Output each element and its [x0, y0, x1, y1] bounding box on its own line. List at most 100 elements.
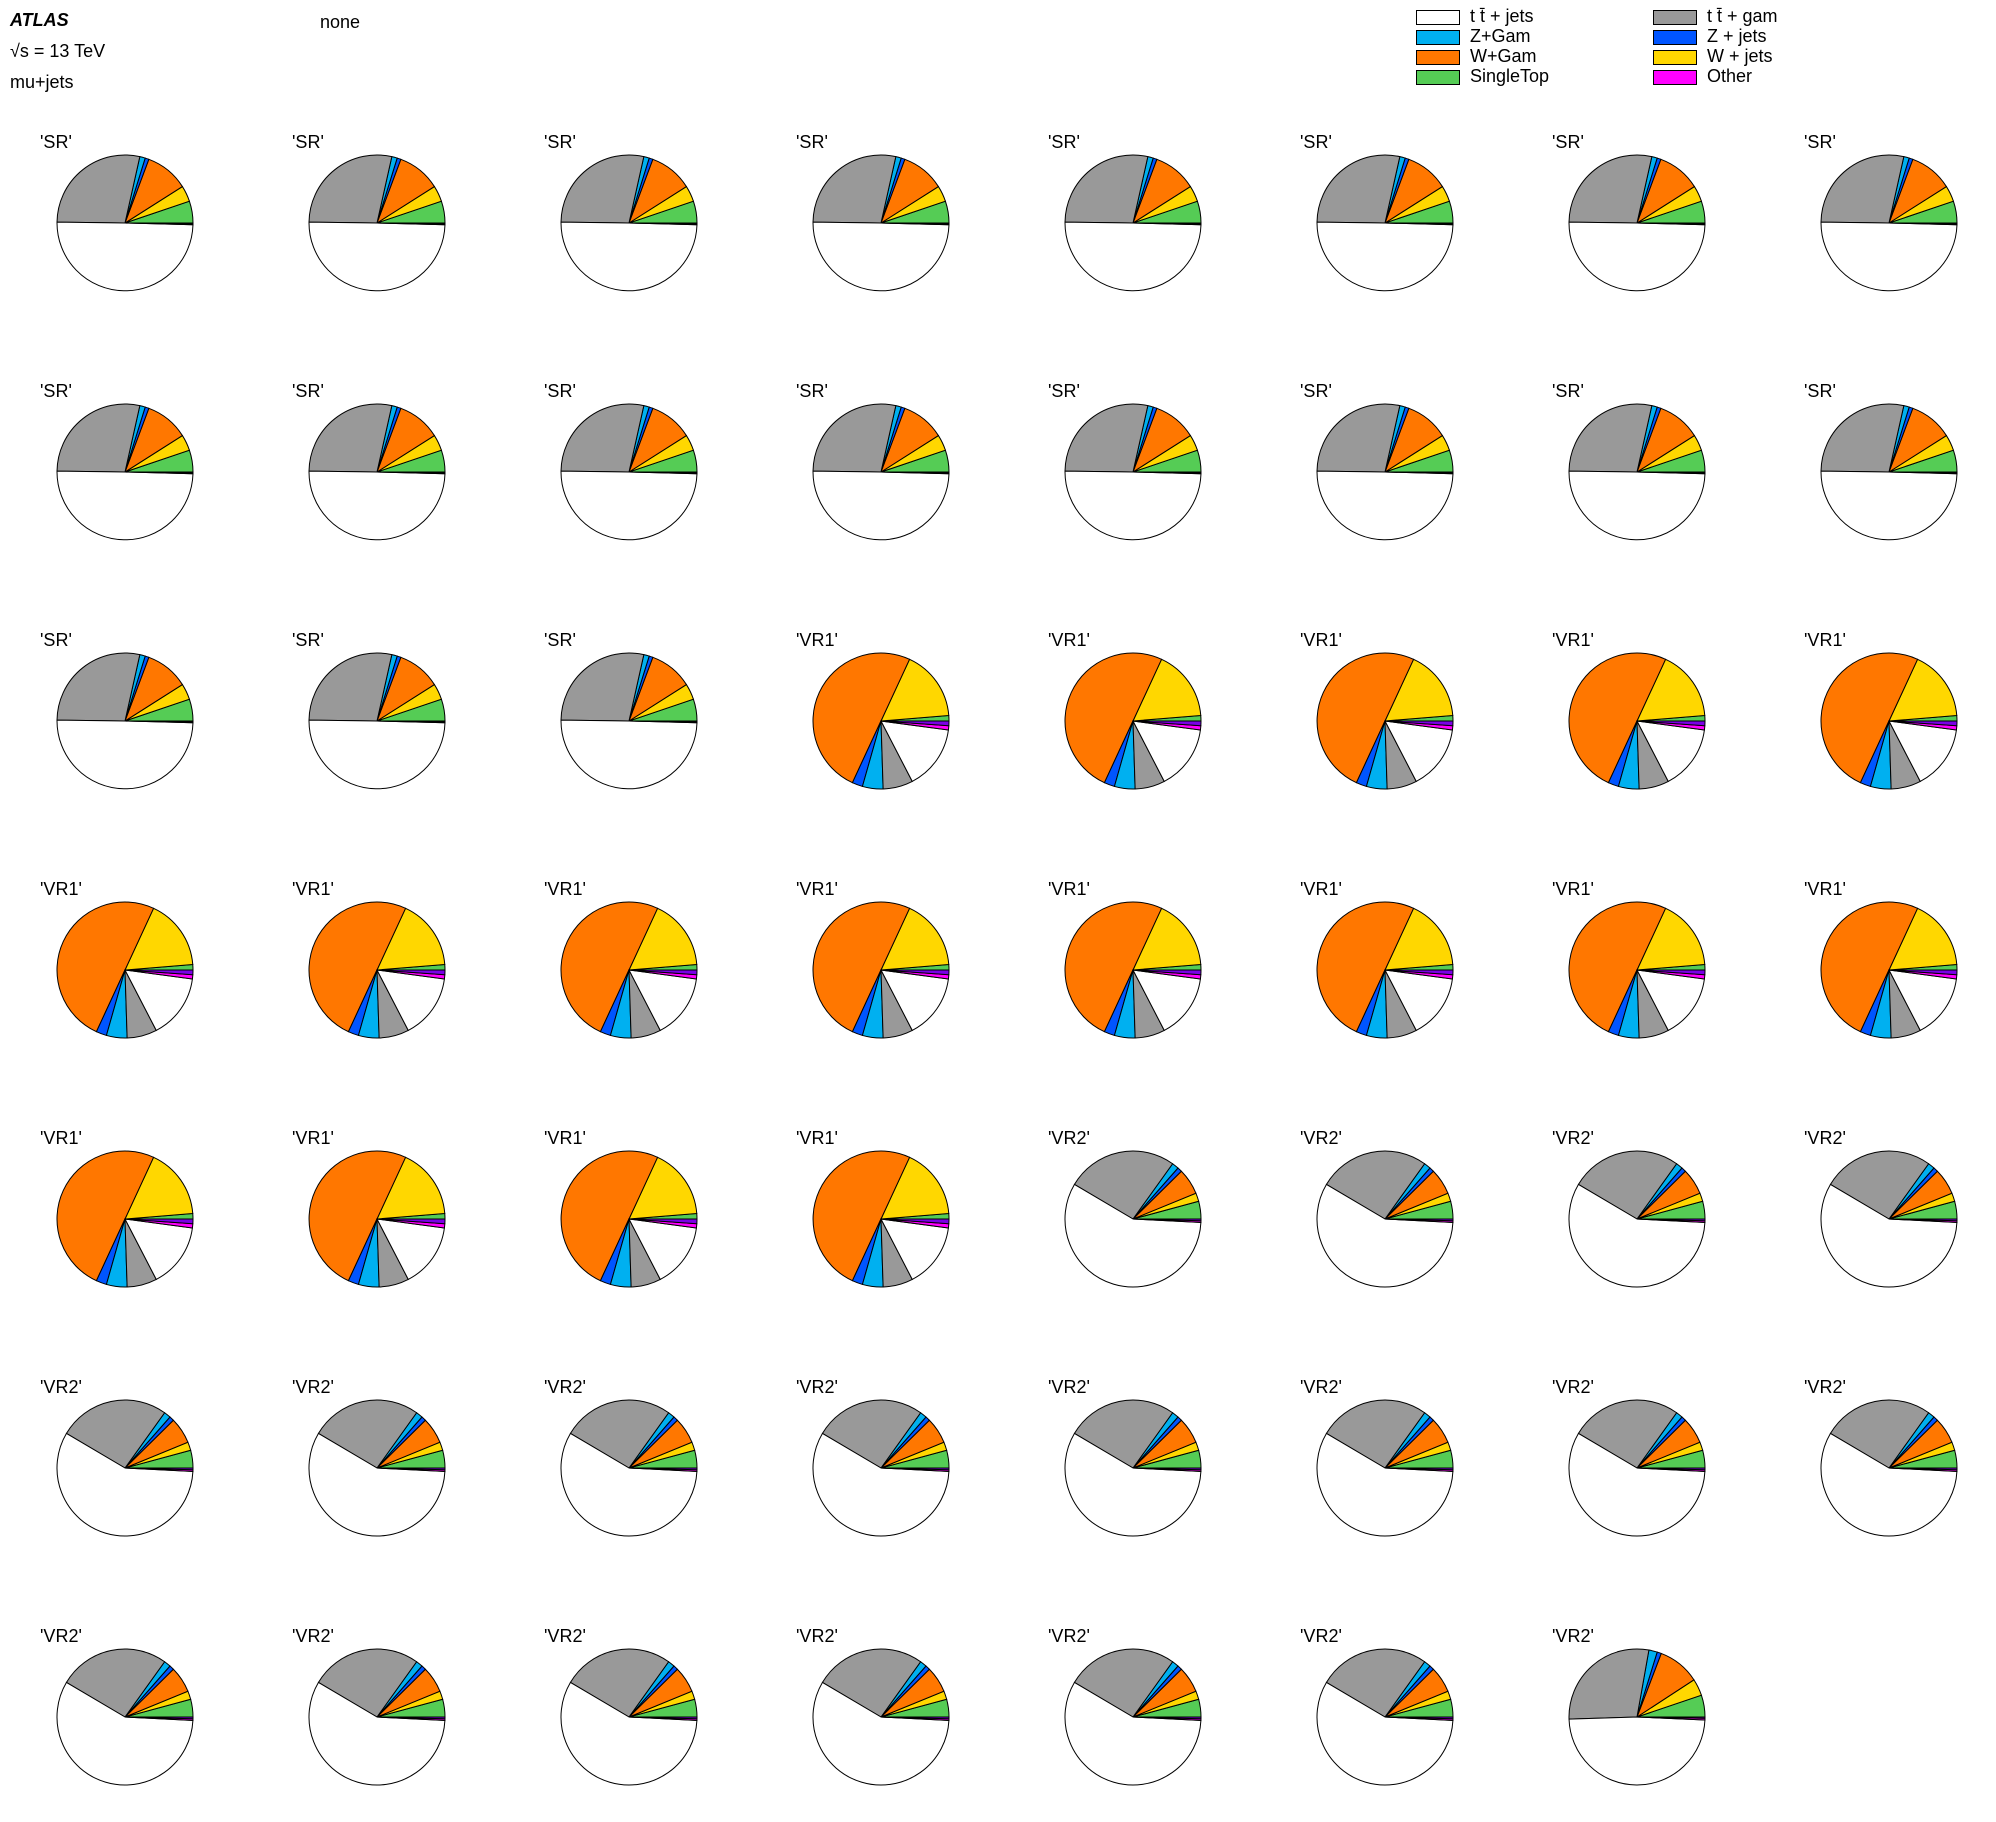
pie-title: 'VR2'	[1552, 1128, 1594, 1148]
pie-slice	[560, 901, 659, 1033]
pie-title: 'VR2'	[1552, 1377, 1594, 1397]
pie-slice	[1132, 720, 1202, 727]
pie-slice	[1820, 652, 1919, 784]
pie-title: 'VR2'	[40, 1377, 82, 1397]
legend-label: SingleTop	[1470, 66, 1550, 86]
pie-slice	[628, 1467, 698, 1471]
pie-title: 'SR'	[1300, 381, 1332, 401]
pie-title: 'VR2'	[1300, 1128, 1342, 1148]
pie-slice	[1820, 901, 1919, 1033]
pie-slice	[376, 907, 446, 971]
pie-slice	[1384, 720, 1453, 783]
pie-chart: 'SR'	[1300, 132, 1454, 292]
pie-chart: 'SR'	[292, 132, 446, 292]
pie-title: 'SR'	[544, 381, 576, 401]
pie-slice	[1316, 154, 1401, 224]
pie-chart: 'VR2'	[1048, 1626, 1202, 1786]
pie-slice	[628, 222, 698, 225]
pie-slice	[1636, 907, 1706, 971]
pie-slice	[1132, 969, 1202, 976]
legend-swatch	[1416, 30, 1460, 45]
atlas-label: ATLAS	[10, 10, 69, 30]
pie-title: 'VR1'	[40, 879, 82, 899]
pie-title: 'SR'	[1048, 381, 1080, 401]
pie-title: 'SR'	[40, 132, 72, 152]
legend-label: Z+Gam	[1470, 26, 1531, 46]
channel-label: mu+jets	[10, 72, 74, 92]
pie-slice	[1384, 222, 1454, 225]
pie-title: 'VR2'	[544, 1626, 586, 1646]
pie-slice	[812, 901, 911, 1033]
pie-title: 'VR1'	[796, 1128, 838, 1148]
pie-slice	[880, 907, 950, 971]
pie-chart: 'VR1'	[796, 879, 950, 1039]
pie-slice	[1636, 1716, 1706, 1719]
pie-title: 'SR'	[40, 381, 72, 401]
pie-slice	[1820, 403, 1905, 473]
pie-slice	[1064, 403, 1149, 473]
pie-slice	[1829, 1150, 1930, 1220]
pie-slice	[1577, 1150, 1678, 1220]
pie-slice	[376, 471, 446, 474]
pie-chart: 'VR2'	[796, 1377, 950, 1537]
pie-slice	[880, 1218, 950, 1225]
pie-title: 'SR'	[292, 132, 324, 152]
pie-slice	[308, 1150, 407, 1282]
pie-slice	[1316, 1432, 1454, 1537]
pie-chart: 'VR2'	[1552, 1377, 1706, 1537]
pie-slice	[1577, 1399, 1678, 1469]
pie-slice	[376, 1716, 446, 1720]
pie-slice	[308, 403, 393, 473]
pie-title: 'SR'	[1552, 381, 1584, 401]
pie-slice	[1132, 1218, 1202, 1222]
pie-title: 'VR1'	[1048, 879, 1090, 899]
pie-slice	[1820, 1183, 1958, 1288]
pie-slice	[1888, 222, 1958, 225]
pie-slice	[56, 1432, 194, 1537]
pie-slice	[1316, 652, 1415, 784]
pie-slice	[376, 222, 446, 225]
pie-slice	[1073, 1399, 1174, 1469]
legend-label: Other	[1707, 66, 1753, 86]
pie-slice	[812, 1432, 950, 1537]
pie-slice	[1888, 471, 1958, 474]
pie-slice	[1888, 658, 1958, 722]
pie-chart: 'VR2'	[544, 1377, 698, 1537]
pie-slice	[65, 1399, 166, 1469]
pie-slice	[376, 969, 445, 1032]
pie-slice	[1132, 969, 1201, 1032]
pie-slice	[1064, 1183, 1202, 1288]
pie-chart: 'SR'	[796, 381, 950, 541]
pie-slice	[1568, 1648, 1650, 1720]
pie-title: 'SR'	[292, 630, 324, 650]
pie-slice	[812, 221, 950, 292]
pie-slice	[880, 1467, 950, 1471]
pie-slice	[1384, 969, 1454, 976]
pie-chart: 'SR'	[544, 381, 698, 541]
pie-chart: 'SR'	[544, 630, 698, 790]
pie-title: 'VR2'	[1804, 1377, 1846, 1397]
pie-slice	[628, 969, 697, 1032]
pie-slice	[124, 969, 193, 1032]
pie-slice	[1064, 221, 1202, 292]
pie-chart: 'VR2'	[292, 1626, 446, 1786]
pie-slice	[1820, 470, 1958, 541]
pie-chart: 'VR2'	[40, 1377, 194, 1537]
pie-slice	[308, 154, 393, 224]
pie-slice	[1064, 652, 1163, 784]
pie-title: 'VR2'	[1048, 1377, 1090, 1397]
pie-slice	[560, 719, 698, 790]
pie-slice	[1820, 1432, 1958, 1537]
pie-slice	[56, 652, 141, 722]
pie-slice	[124, 471, 194, 474]
pie-title: 'SR'	[1048, 132, 1080, 152]
pie-slice	[569, 1648, 670, 1718]
pie-slice	[1568, 1432, 1706, 1537]
pie-slice	[1064, 1681, 1202, 1786]
pie-title: 'SR'	[1552, 132, 1584, 152]
pie-slice	[1132, 907, 1202, 971]
pie-slice	[812, 1150, 911, 1282]
pie-chart: 'VR2'	[1300, 1128, 1454, 1288]
pie-slice	[56, 154, 141, 224]
pie-title: 'VR2'	[1300, 1626, 1342, 1646]
